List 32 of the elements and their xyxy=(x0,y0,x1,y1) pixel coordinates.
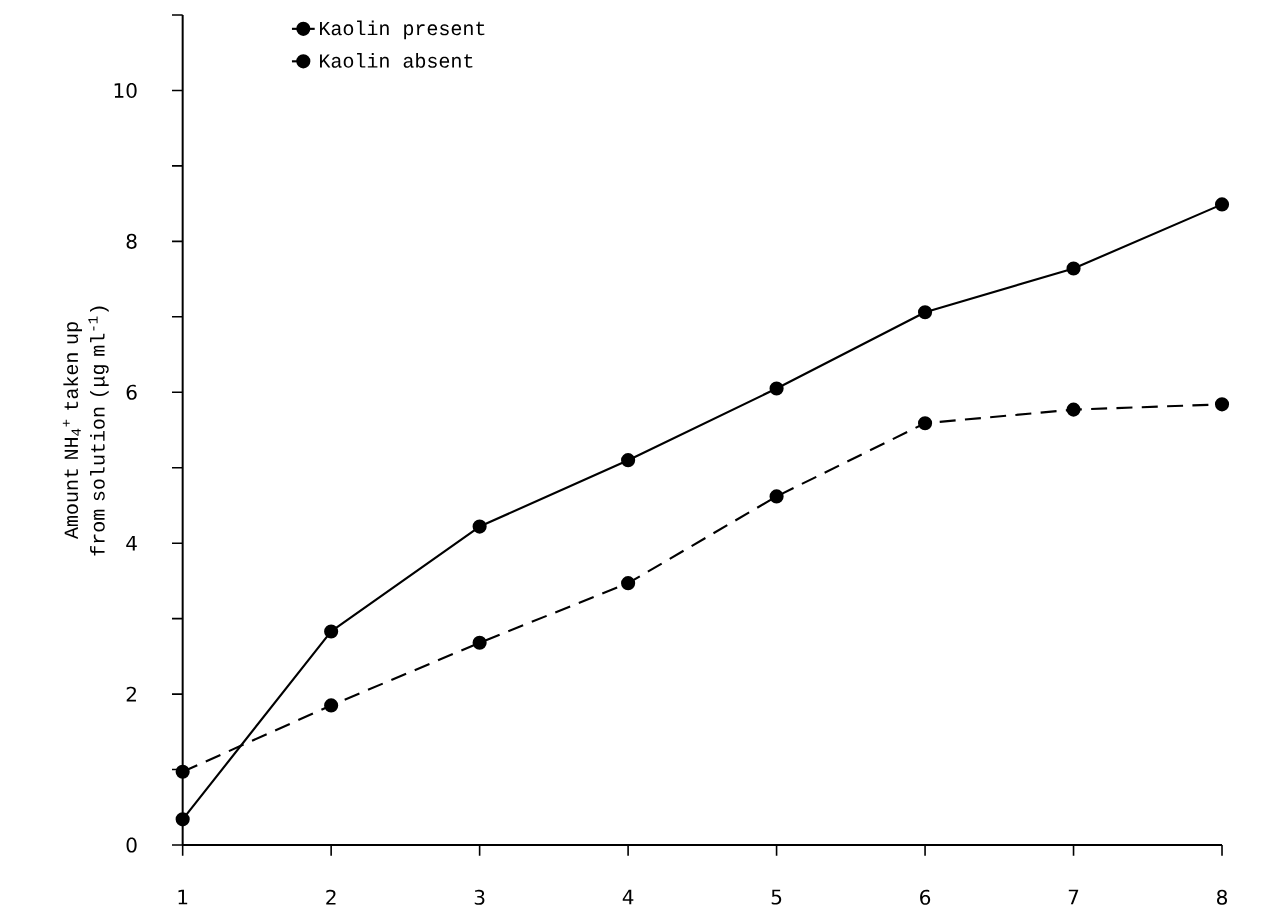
y-tick-label: 8 xyxy=(126,233,137,249)
legend-label: Kaolin present xyxy=(320,20,485,40)
y-tick-label: 2 xyxy=(126,686,136,702)
x-tick-label: 4 xyxy=(622,889,634,905)
x-tick-label: 7 xyxy=(1068,889,1079,905)
point xyxy=(1214,397,1230,412)
point xyxy=(621,453,636,468)
point xyxy=(769,489,784,504)
legend-label: Kaolin absent xyxy=(320,53,473,68)
x-tick-label: 8 xyxy=(1217,889,1228,905)
point xyxy=(917,416,933,431)
point xyxy=(175,764,190,779)
point xyxy=(324,624,339,639)
point xyxy=(1214,197,1230,212)
x-tick-label: 1 xyxy=(178,889,188,905)
y-tick-label: 4 xyxy=(126,535,137,551)
point xyxy=(621,576,636,591)
x-tick-label: 5 xyxy=(771,889,782,905)
y-tick-label: 6 xyxy=(126,384,137,400)
point xyxy=(1066,261,1081,276)
x-tick-label: 2 xyxy=(326,889,336,905)
x-tick-label: 3 xyxy=(474,889,485,905)
point xyxy=(324,698,339,713)
point xyxy=(1066,402,1081,417)
point xyxy=(917,305,933,320)
y-tick-label: 0 xyxy=(126,837,137,853)
x-tick-label: 6 xyxy=(920,889,931,905)
y-tick-label: 10 xyxy=(114,82,137,99)
point xyxy=(472,635,487,650)
point xyxy=(769,381,784,396)
point xyxy=(472,519,487,534)
point xyxy=(175,812,190,827)
